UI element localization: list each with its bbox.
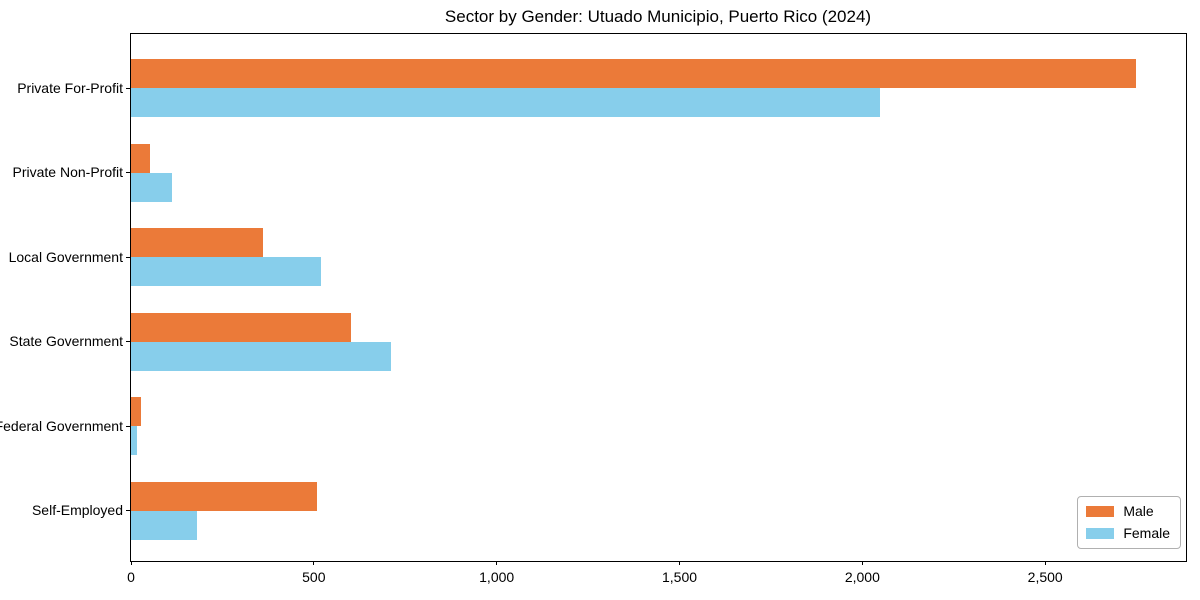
legend-male-label: Male: [1123, 503, 1154, 519]
bar-female-self-employed: [131, 510, 197, 540]
bar-male-federal-government: [131, 397, 141, 426]
xtick-label-1,000: 1,000: [479, 569, 515, 585]
ytick-mark-local-government: [126, 256, 130, 258]
legend-entry-female: Female: [1086, 526, 1170, 541]
legend: Male Female: [1077, 496, 1181, 549]
xtick-label-2,500: 2,500: [1027, 569, 1063, 585]
bar-female-private-non-profit: [131, 172, 173, 202]
bar-female-private-for-profit: [131, 88, 880, 117]
ytick-label-private-non-profit: Private Non-Profit: [12, 164, 123, 180]
bar-male-local-government: [131, 228, 263, 257]
xtick-mark-2,000: [861, 561, 863, 565]
legend-entry-male: Male: [1086, 504, 1170, 519]
ytick-label-state-government: State Government: [9, 333, 123, 349]
ytick-label-self-employed: Self-Employed: [31, 502, 123, 518]
xtick-mark-1,000: [496, 561, 498, 565]
bar-male-state-government: [131, 312, 351, 342]
xtick-label-500: 500: [302, 569, 326, 585]
chart-title: Sector by Gender: Utuado Municipio, Puer…: [444, 7, 872, 26]
legend-female-label: Female: [1123, 525, 1170, 541]
ytick-mark-private-non-profit: [126, 172, 130, 173]
xtick-mark-1,500: [679, 561, 681, 565]
bar-male-self-employed: [131, 481, 317, 511]
bar-female-local-government: [131, 257, 322, 286]
xtick-label-2,000: 2,000: [844, 569, 880, 585]
legend-female-swatch: [1086, 528, 1115, 539]
ytick-mark-state-government: [126, 341, 130, 342]
ytick-mark-private-for-profit: [126, 87, 130, 89]
bar-male-private-non-profit: [131, 143, 151, 173]
xtick-label-1,500: 1,500: [661, 569, 698, 585]
bar-male-private-for-profit: [131, 59, 1136, 88]
legend-male-swatch: [1086, 506, 1115, 517]
xtick-mark-0: [130, 561, 132, 565]
bar-female-state-government: [131, 341, 392, 371]
xtick-mark-500: [313, 561, 315, 565]
bar-female-federal-government: [131, 426, 137, 455]
xtick-label-0: 0: [127, 569, 135, 585]
ytick-mark-self-employed: [126, 510, 130, 511]
ytick-label-private-for-profit: Private For-Profit: [17, 79, 123, 96]
ytick-label-local-government: Local Government: [8, 248, 123, 265]
ytick-mark-federal-government: [126, 425, 130, 427]
plot-area: Male Female Private For-Profit Private No…: [0, 33, 1187, 585]
xtick-mark-2,500: [1044, 561, 1046, 565]
ytick-label-federal-government: Federal Government: [0, 417, 123, 434]
